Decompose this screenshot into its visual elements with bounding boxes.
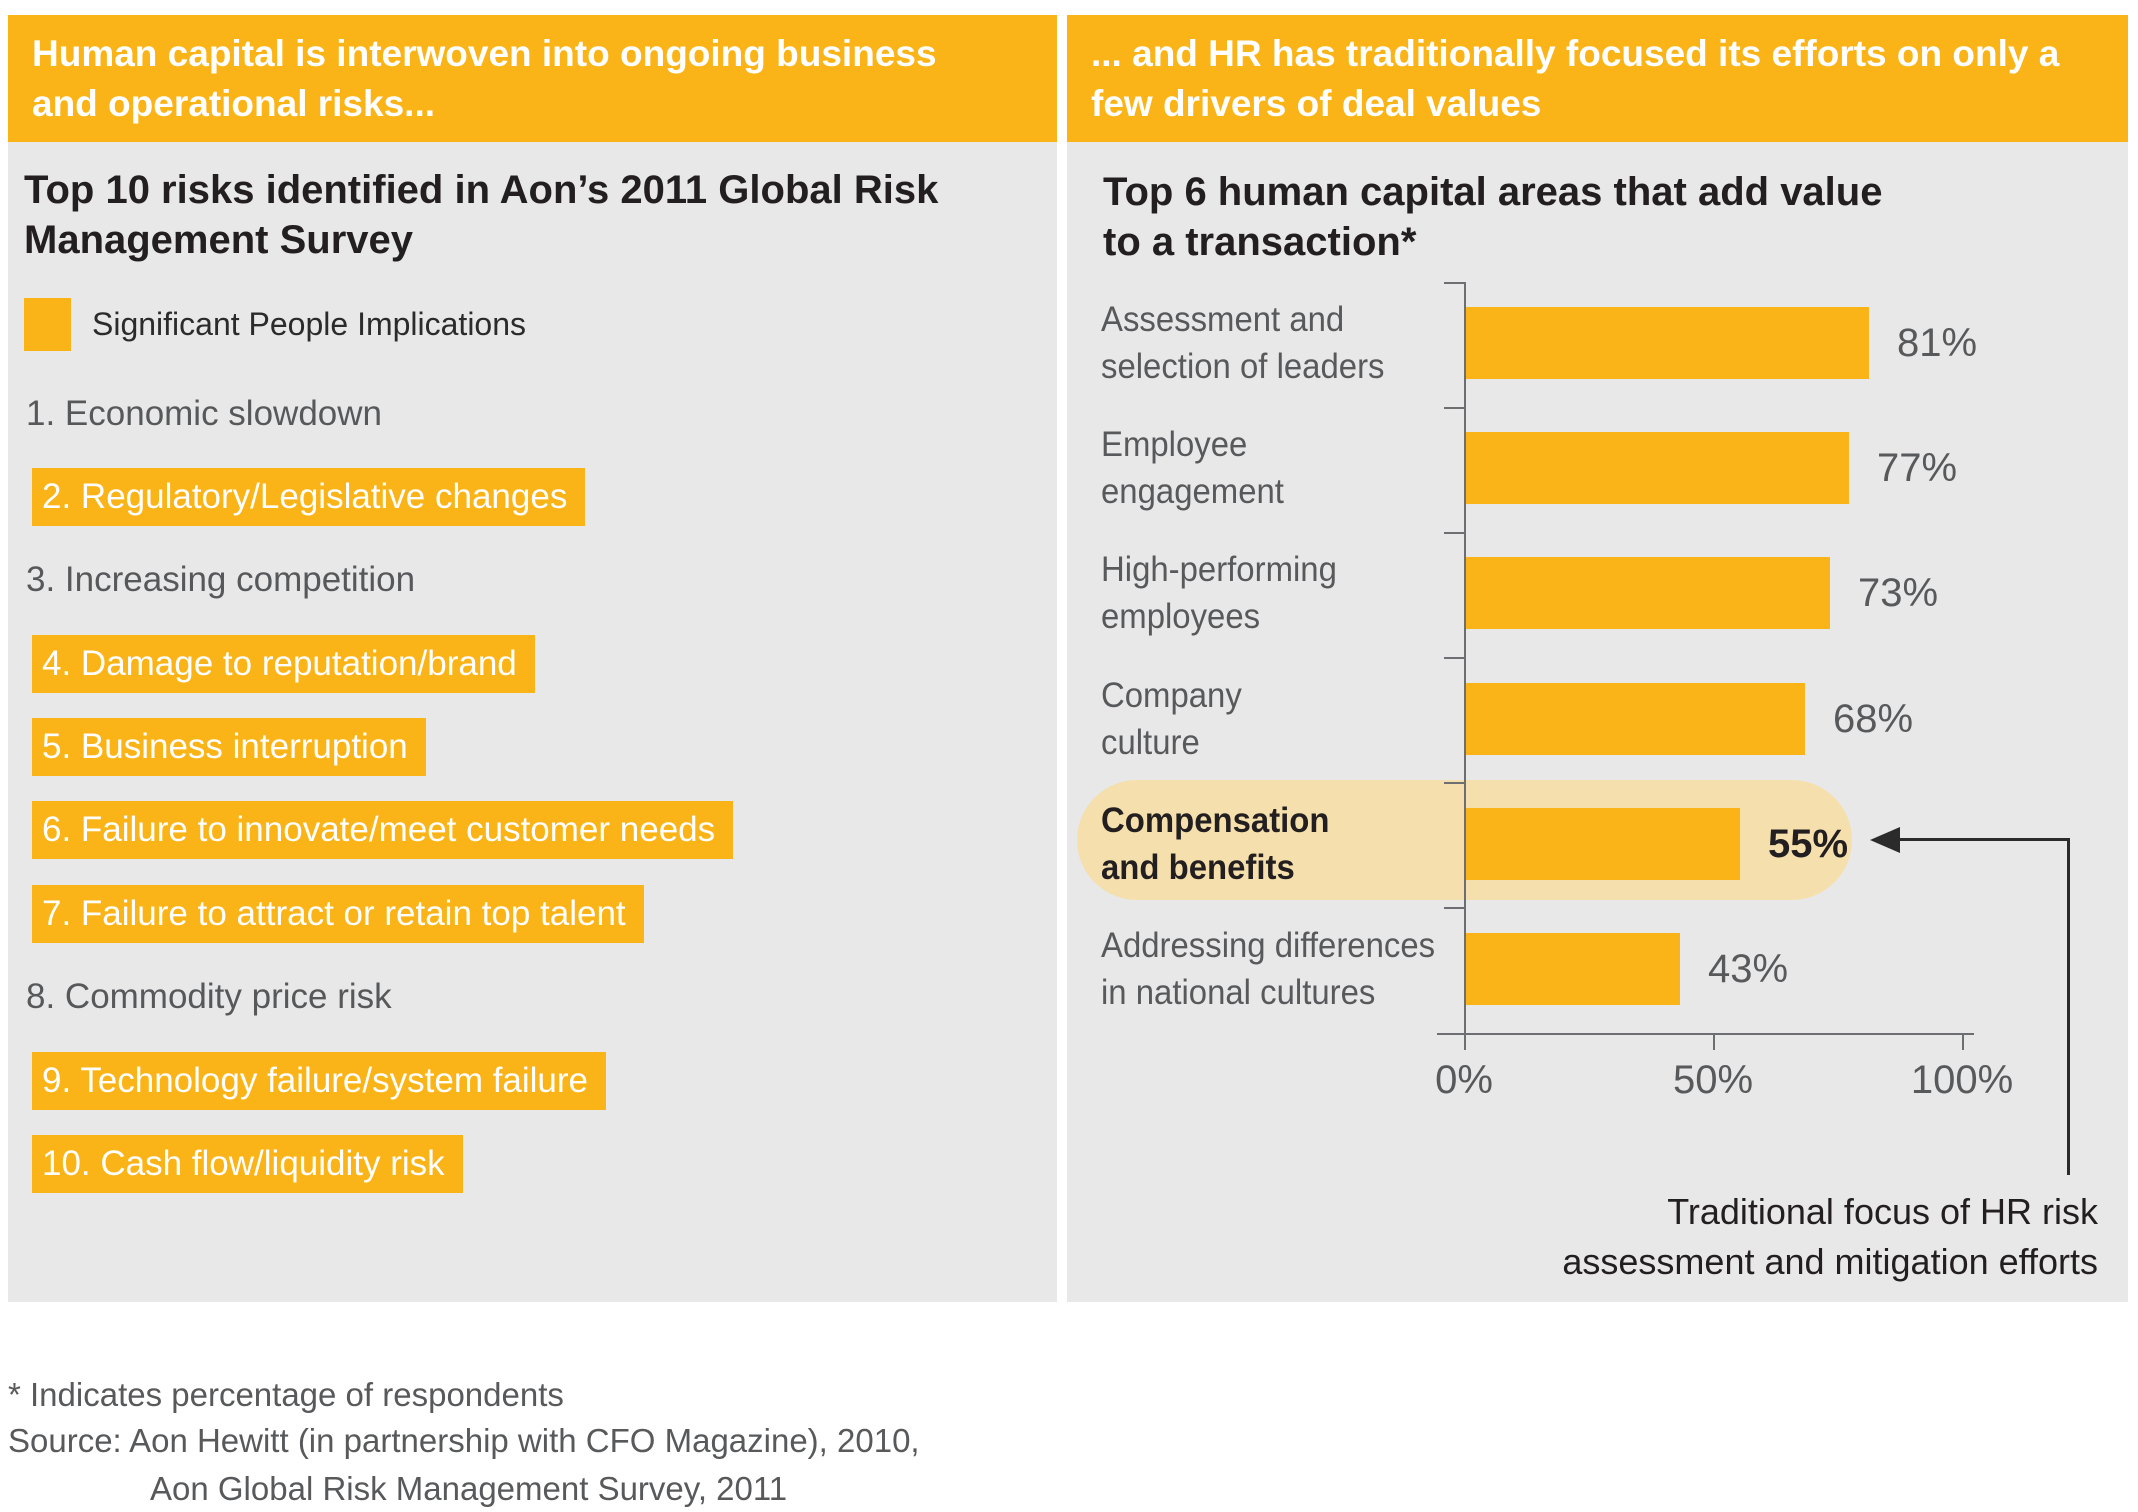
- risk-item-3: 3. Increasing competition: [26, 551, 415, 609]
- y-axis-tick: [1444, 907, 1466, 909]
- bar-value-label: 81%: [1897, 321, 1978, 365]
- chart-title: Top 6 human capital areas that add value…: [1103, 167, 1882, 267]
- bar-value-label: 68%: [1833, 697, 1914, 741]
- risk-text-highlighted: 5. Business interruption: [32, 718, 426, 776]
- legend-label: Significant People Implications: [92, 306, 527, 342]
- bar: [1466, 307, 1869, 379]
- arrow-line-vertical: [2067, 838, 2070, 1175]
- x-axis-tick-0: [1464, 1035, 1466, 1050]
- right-header-line2: few drivers of deal values: [1091, 83, 1542, 124]
- source-line2: Aon Global Risk Management Survey, 2011: [150, 1470, 788, 1507]
- risk-item-1: 1. Economic slowdown: [26, 385, 382, 443]
- x-axis-label-0: 0%: [1435, 1058, 1493, 1102]
- bar-value-label: 43%: [1708, 947, 1789, 991]
- y-axis-tick: [1444, 657, 1466, 659]
- category-label: Compensation and benefits: [1101, 801, 1330, 887]
- bar: [1466, 808, 1740, 880]
- chart-row-6: Addressing differences in national cultur…: [1067, 926, 2128, 1012]
- chart-row-2: Employee engagement 77%: [1067, 425, 2128, 511]
- risk-text: 8. Commodity price risk: [26, 977, 392, 1016]
- bar-value-label: 55%: [1768, 822, 1849, 866]
- category-label: Company culture: [1101, 676, 1242, 762]
- right-header-line1: ... and HR has traditionally focused its…: [1091, 33, 2060, 74]
- right-panel: ... and HR has traditionally focused its…: [1067, 15, 2128, 1302]
- y-axis-tick: [1444, 282, 1466, 284]
- risk-item-8: 8. Commodity price risk: [26, 968, 392, 1026]
- left-subtitle-line1: Top 10 risks identified in Aon’s 2011 Gl…: [24, 168, 939, 212]
- annotation-text: Traditional focus of HR risk assessment …: [1562, 1187, 2098, 1287]
- risk-text-highlighted: 9. Technology failure/system failure: [32, 1052, 607, 1110]
- risk-item-9: 9. Technology failure/system failure: [32, 1052, 607, 1110]
- left-header-line1: Human capital is interwoven into ongoing…: [32, 33, 937, 74]
- left-panel-header: Human capital is interwoven into ongoing…: [8, 15, 1057, 142]
- risk-item-4: 4. Damage to reputation/brand: [32, 635, 535, 693]
- left-subtitle-line2: Management Survey: [24, 218, 414, 262]
- risk-text-highlighted: 6. Failure to innovate/meet customer nee…: [32, 801, 734, 859]
- risk-item-7: 7. Failure to attract or retain top tale…: [32, 885, 644, 943]
- bar-value-label: 77%: [1877, 446, 1958, 490]
- risk-text: 3. Increasing competition: [26, 560, 416, 599]
- bar: [1466, 683, 1805, 755]
- category-label: Assessment and selection of leaders: [1101, 300, 1385, 386]
- x-axis-label-50: 50%: [1672, 1058, 1754, 1102]
- footnote: * Indicates percentage of respondents: [8, 1376, 564, 1413]
- arrow-line-horizontal: [1897, 838, 2069, 841]
- chart-row-4: Company culture 68%: [1067, 676, 2128, 762]
- chart-title-line1: Top 6 human capital areas that add value: [1103, 170, 1883, 214]
- risk-text-highlighted: 10. Cash flow/liquidity risk: [32, 1135, 463, 1193]
- category-label: Addressing differences in national cultur…: [1101, 926, 1436, 1012]
- bar-value-label: 73%: [1858, 571, 1939, 615]
- left-header-line2: and operational risks...: [32, 83, 436, 124]
- x-axis-label-100: 100%: [1910, 1058, 2014, 1102]
- chart-row-1: Assessment and selection of leaders 81%: [1067, 300, 2128, 386]
- bar: [1466, 432, 1849, 504]
- risk-text: 1. Economic slowdown: [26, 394, 382, 433]
- x-axis-tick-100: [1962, 1035, 1964, 1050]
- y-axis-tick: [1444, 782, 1466, 784]
- bar: [1466, 933, 1680, 1005]
- risk-item-5: 5. Business interruption: [32, 718, 426, 776]
- legend-swatch: [24, 298, 71, 351]
- annotation-line1: Traditional focus of HR risk: [1667, 1191, 2098, 1232]
- risk-item-10: 10. Cash flow/liquidity risk: [32, 1135, 463, 1193]
- right-panel-header: ... and HR has traditionally focused its…: [1067, 15, 2128, 142]
- risk-item-2: 2. Regulatory/Legislative changes: [32, 468, 586, 526]
- bar: [1466, 557, 1830, 629]
- annotation-line2: assessment and mitigation efforts: [1562, 1241, 2098, 1282]
- category-label: High-performing employees: [1101, 550, 1337, 636]
- risk-text-highlighted: 4. Damage to reputation/brand: [32, 635, 535, 693]
- chart-row-3: High-performing employees 73%: [1067, 550, 2128, 636]
- category-label: Employee engagement: [1101, 425, 1284, 511]
- chart-x-axis: [1437, 1033, 1974, 1035]
- y-axis-tick: [1444, 407, 1466, 409]
- chart-row-5-highlighted: Compensation and benefits 55%: [1067, 801, 2128, 887]
- left-panel: Human capital is interwoven into ongoing…: [8, 15, 1057, 1302]
- chart-title-line2: to a transaction*: [1103, 220, 1417, 264]
- risk-text-highlighted: 2. Regulatory/Legislative changes: [32, 468, 586, 526]
- x-axis-tick-50: [1713, 1035, 1715, 1050]
- left-subtitle: Top 10 risks identified in Aon’s 2011 Gl…: [24, 165, 938, 265]
- risk-item-6: 6. Failure to innovate/meet customer nee…: [32, 801, 734, 859]
- source-line1: Source: Aon Hewitt (in partnership with …: [8, 1422, 920, 1459]
- y-axis-tick: [1444, 532, 1466, 534]
- risk-text-highlighted: 7. Failure to attract or retain top tale…: [32, 885, 644, 943]
- arrow-left-icon: [1870, 827, 1900, 853]
